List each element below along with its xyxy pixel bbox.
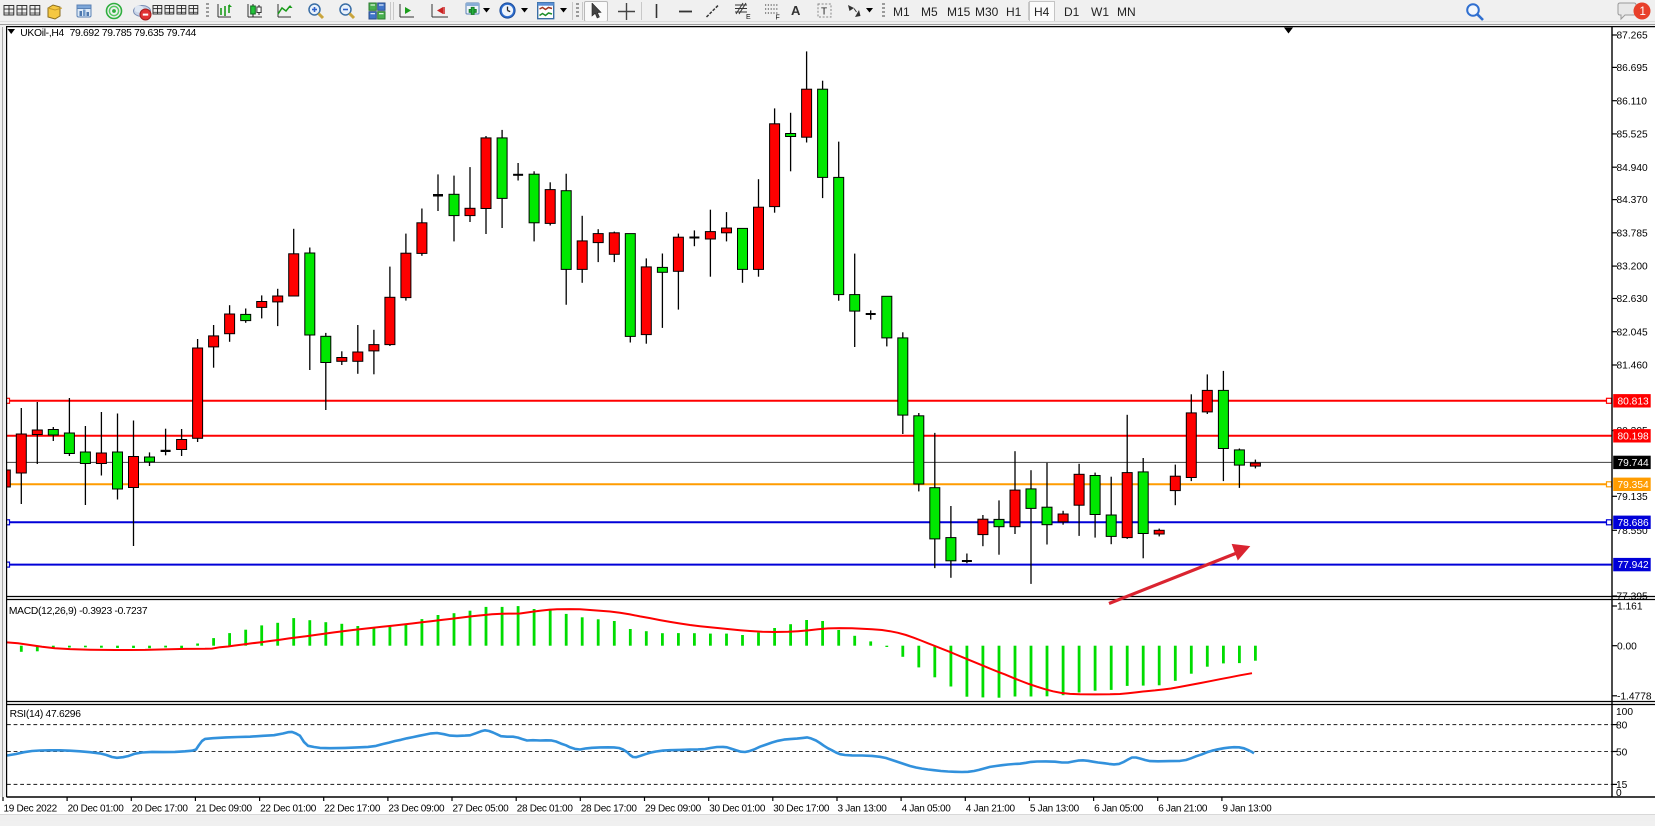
svg-text:MACD(12,26,9) -0.3923 -0.7237: MACD(12,26,9) -0.3923 -0.7237: [9, 606, 148, 617]
svg-text:27 Dec 05:00: 27 Dec 05:00: [453, 804, 510, 815]
svg-text:100: 100: [1616, 707, 1633, 718]
svg-text:30 Dec 01:00: 30 Dec 01:00: [709, 804, 766, 815]
svg-text:23 Dec 09:00: 23 Dec 09:00: [388, 804, 445, 815]
svg-text:1.161: 1.161: [1617, 602, 1643, 613]
svg-text:85.525: 85.525: [1617, 130, 1648, 141]
svg-text:78.550: 78.550: [1617, 526, 1648, 537]
svg-text:84.940: 84.940: [1617, 163, 1648, 174]
svg-text:6 Jan 21:00: 6 Jan 21:00: [1158, 804, 1208, 815]
svg-text:80.198: 80.198: [1618, 431, 1649, 442]
svg-text:1: 1: [1640, 6, 1646, 18]
svg-text:4 Jan 21:00: 4 Jan 21:00: [966, 804, 1016, 815]
svg-text:28 Dec 01:00: 28 Dec 01:00: [517, 804, 574, 815]
svg-text:15: 15: [1616, 780, 1628, 791]
svg-text:28 Dec 17:00: 28 Dec 17:00: [581, 804, 638, 815]
svg-text:F: F: [776, 15, 780, 22]
svg-text:6 Jan 05:00: 6 Jan 05:00: [1094, 804, 1144, 815]
svg-text:RSI(14) 47.6296: RSI(14) 47.6296: [10, 709, 82, 720]
svg-text:T: T: [821, 7, 827, 18]
svg-text:-1.4778: -1.4778: [1617, 691, 1652, 702]
svg-text:81.460: 81.460: [1617, 361, 1648, 372]
svg-text:22 Dec 17:00: 22 Dec 17:00: [324, 804, 381, 815]
svg-text:20 Dec 17:00: 20 Dec 17:00: [132, 804, 189, 815]
svg-text:UKOil-,H4: UKOil-,H4: [20, 28, 64, 39]
svg-text:30 Dec 17:00: 30 Dec 17:00: [773, 804, 830, 815]
svg-text:E: E: [746, 14, 751, 21]
svg-text:0.00: 0.00: [1617, 641, 1637, 652]
svg-text:29 Dec 09:00: 29 Dec 09:00: [645, 804, 702, 815]
svg-text:20 Dec 01:00: 20 Dec 01:00: [68, 804, 125, 815]
svg-text:84.370: 84.370: [1617, 195, 1648, 206]
svg-text:87.265: 87.265: [1617, 31, 1648, 42]
svg-text:79.692 79.785 79.635 79.744: 79.692 79.785 79.635 79.744: [70, 28, 197, 39]
svg-text:79.744: 79.744: [1618, 458, 1649, 469]
svg-text:77.395: 77.395: [1617, 592, 1648, 603]
svg-text:5 Jan 13:00: 5 Jan 13:00: [1030, 804, 1080, 815]
svg-text:79.135: 79.135: [1617, 492, 1648, 503]
svg-text:83.200: 83.200: [1617, 262, 1648, 273]
svg-text:82.630: 82.630: [1617, 294, 1648, 305]
svg-text:77.942: 77.942: [1618, 560, 1649, 571]
svg-text:82.045: 82.045: [1617, 327, 1648, 338]
svg-text:86.695: 86.695: [1617, 63, 1648, 74]
svg-text:19 Dec 2022: 19 Dec 2022: [4, 804, 58, 815]
svg-text:9 Jan 13:00: 9 Jan 13:00: [1222, 804, 1272, 815]
svg-text:3 Jan 13:00: 3 Jan 13:00: [838, 804, 888, 815]
svg-text:83.785: 83.785: [1617, 228, 1648, 239]
svg-text:86.110: 86.110: [1617, 96, 1648, 107]
svg-text:0: 0: [1616, 788, 1622, 799]
svg-text:80.813: 80.813: [1618, 396, 1649, 407]
svg-text:78.686: 78.686: [1618, 518, 1649, 529]
svg-text:50: 50: [1616, 747, 1628, 758]
svg-text:22 Dec 01:00: 22 Dec 01:00: [260, 804, 317, 815]
svg-text:4 Jan 05:00: 4 Jan 05:00: [902, 804, 952, 815]
svg-text:21 Dec 09:00: 21 Dec 09:00: [196, 804, 253, 815]
svg-text:80: 80: [1616, 721, 1628, 732]
svg-text:79.354: 79.354: [1618, 480, 1649, 491]
